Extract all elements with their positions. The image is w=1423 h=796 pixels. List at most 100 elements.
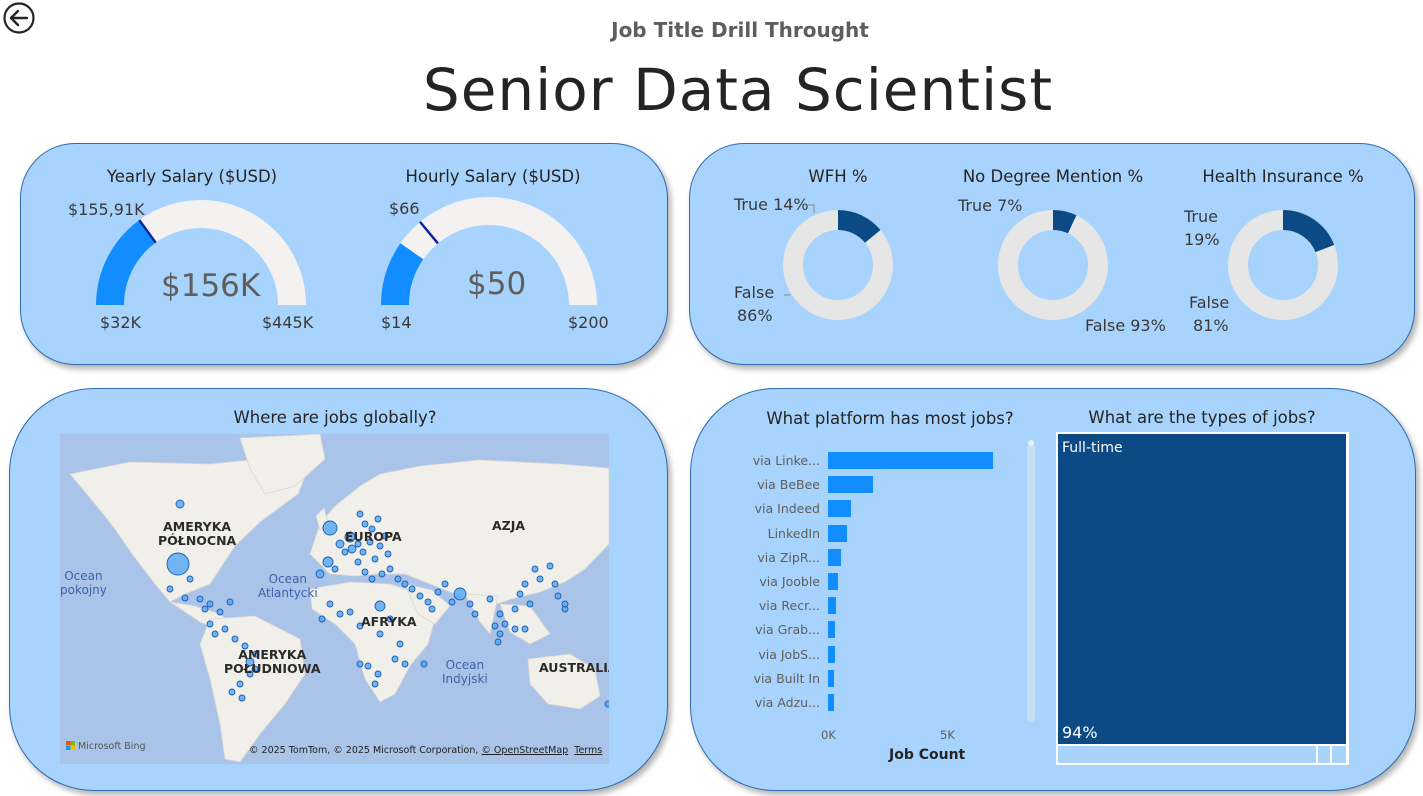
- platform-bar[interactable]: [828, 452, 993, 469]
- types-treemap[interactable]: Full-time 94%: [1056, 432, 1349, 765]
- job-location-dot[interactable]: [181, 594, 189, 602]
- platform-bar-chart[interactable]: via Linke... via BeBee via Indeed LinkedIn v…: [700, 440, 1030, 770]
- job-location-dot[interactable]: [501, 620, 509, 628]
- job-location-dot[interactable]: [486, 595, 494, 603]
- platform-bar[interactable]: [828, 597, 837, 615]
- job-location-dot[interactable]: [231, 635, 239, 643]
- platform-bar[interactable]: [828, 573, 838, 590]
- job-location-dot[interactable]: [206, 620, 214, 628]
- job-location-dot[interactable]: [241, 642, 249, 650]
- job-location-dot[interactable]: [561, 600, 569, 608]
- job-location-dot[interactable]: [246, 670, 254, 678]
- job-location-dot[interactable]: [496, 610, 504, 618]
- job-location-dot[interactable]: [364, 662, 372, 670]
- world-map[interactable]: AMERYKA PÓŁNOCNA EUROPA AZJA AFRYKA AMERY…: [60, 434, 609, 764]
- job-location-dot[interactable]: [371, 680, 379, 688]
- health-donut[interactable]: [1225, 207, 1341, 323]
- job-location-dot[interactable]: [211, 630, 219, 638]
- treemap-other-2[interactable]: [1318, 746, 1330, 763]
- job-location-dot[interactable]: [346, 608, 354, 616]
- job-location-dot[interactable]: [356, 510, 364, 518]
- job-location-dot[interactable]: [368, 525, 376, 533]
- job-location-dot[interactable]: [551, 580, 559, 588]
- job-location-dot[interactable]: [374, 670, 382, 678]
- job-location-dot[interactable]: [521, 625, 529, 633]
- yearly-salary-gauge[interactable]: [96, 190, 316, 310]
- job-location-dot[interactable]: [381, 532, 389, 540]
- job-location-dot[interactable]: [347, 544, 357, 554]
- job-location-dot[interactable]: [166, 552, 190, 576]
- job-location-dot[interactable]: [361, 568, 369, 576]
- platform-bar[interactable]: [828, 548, 842, 566]
- job-location-dot[interactable]: [354, 540, 362, 548]
- job-location-dot[interactable]: [521, 580, 529, 588]
- job-location-dot[interactable]: [341, 548, 349, 556]
- job-location-dot[interactable]: [441, 580, 449, 588]
- platform-bar[interactable]: [828, 669, 835, 687]
- job-location-dot[interactable]: [335, 539, 345, 549]
- job-location-dot[interactable]: [386, 615, 394, 623]
- job-location-dot[interactable]: [394, 575, 402, 583]
- job-location-dot[interactable]: [368, 575, 376, 583]
- job-location-dot[interactable]: [424, 598, 432, 606]
- job-location-dot[interactable]: [315, 569, 325, 579]
- job-location-dot[interactable]: [322, 556, 334, 568]
- job-location-dot[interactable]: [374, 515, 382, 523]
- job-location-dot[interactable]: [361, 520, 369, 528]
- job-location-dot[interactable]: [226, 598, 234, 606]
- job-location-dot[interactable]: [511, 625, 519, 633]
- job-location-dot[interactable]: [471, 610, 479, 618]
- job-location-dot[interactable]: [336, 610, 344, 618]
- job-location-dot[interactable]: [401, 660, 409, 668]
- job-location-dot[interactable]: [371, 555, 379, 563]
- hourly-salary-gauge[interactable]: [377, 190, 609, 310]
- job-location-dot[interactable]: [216, 608, 224, 616]
- job-location-dot[interactable]: [175, 499, 185, 509]
- wfh-donut[interactable]: [780, 207, 896, 323]
- job-location-dot[interactable]: [374, 600, 386, 612]
- job-location-dot[interactable]: [228, 688, 236, 696]
- job-location-dot[interactable]: [376, 630, 384, 638]
- osm-link[interactable]: © OpenStreetMap: [481, 745, 569, 756]
- platform-scrollbar[interactable]: [1027, 444, 1035, 722]
- job-location-dot[interactable]: [196, 595, 204, 603]
- job-location-dot[interactable]: [428, 605, 436, 613]
- job-location-dot[interactable]: [448, 598, 456, 606]
- job-location-dot[interactable]: [384, 550, 392, 558]
- job-location-dot[interactable]: [408, 585, 416, 593]
- job-location-dot[interactable]: [526, 600, 534, 608]
- job-location-dot[interactable]: [531, 565, 539, 573]
- job-location-dot[interactable]: [366, 538, 374, 546]
- job-location-dot[interactable]: [396, 640, 404, 648]
- job-location-dot[interactable]: [359, 548, 367, 556]
- job-location-dot[interactable]: [420, 660, 428, 668]
- job-location-dot[interactable]: [331, 565, 339, 573]
- job-location-dot[interactable]: [391, 655, 399, 663]
- job-location-dot[interactable]: [166, 585, 174, 593]
- job-location-dot[interactable]: [496, 630, 504, 638]
- job-location-dot[interactable]: [434, 588, 442, 596]
- job-location-dot[interactable]: [491, 622, 499, 630]
- job-location-dot[interactable]: [318, 615, 326, 623]
- job-location-dot[interactable]: [386, 565, 394, 573]
- platform-bar[interactable]: [828, 694, 834, 711]
- job-location-dot[interactable]: [322, 520, 338, 536]
- job-location-dot[interactable]: [401, 580, 409, 588]
- job-location-dot[interactable]: [453, 587, 467, 601]
- job-location-dot[interactable]: [354, 558, 362, 566]
- degree-donut[interactable]: [995, 207, 1111, 323]
- job-location-dot[interactable]: [245, 657, 255, 667]
- job-location-dot[interactable]: [221, 625, 229, 633]
- job-location-dot[interactable]: [378, 570, 386, 578]
- job-location-dot[interactable]: [344, 531, 356, 543]
- platform-scroll-up-icon[interactable]: [1028, 440, 1034, 446]
- job-location-dot[interactable]: [536, 575, 544, 583]
- job-location-dot[interactable]: [604, 700, 609, 708]
- job-location-dot[interactable]: [252, 650, 260, 658]
- terms-link[interactable]: Terms: [574, 745, 603, 756]
- platform-bar[interactable]: [828, 645, 835, 663]
- job-location-dot[interactable]: [356, 622, 364, 630]
- job-location-dot[interactable]: [494, 638, 502, 646]
- back-arrow-icon[interactable]: [3, 2, 35, 34]
- job-location-dot[interactable]: [546, 562, 554, 570]
